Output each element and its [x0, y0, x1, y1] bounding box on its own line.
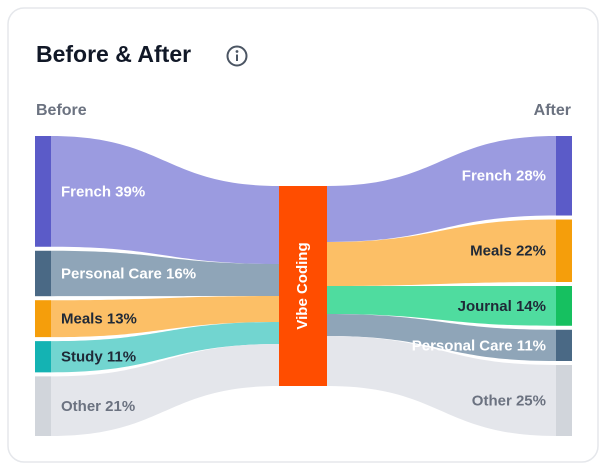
node-label: Study 11% [61, 349, 136, 366]
flow [51, 296, 279, 338]
right-label: After [534, 102, 571, 119]
node [556, 219, 572, 282]
flow [51, 344, 279, 436]
node-label: Meals 13% [61, 311, 137, 328]
center-node [279, 186, 327, 386]
node [556, 365, 572, 436]
flow [327, 136, 556, 242]
flow [327, 336, 556, 436]
node-label: Meals 22% [470, 243, 546, 260]
node-label: Personal Care 11% [412, 337, 546, 354]
node-label: Other 21% [61, 398, 135, 415]
info-stem [236, 54, 238, 61]
node-label: Personal Care 16% [61, 265, 196, 282]
node-label: Other 25% [472, 392, 546, 409]
flow [51, 136, 279, 264]
node [35, 376, 51, 436]
node [556, 329, 572, 361]
center-label: Vibe Coding [294, 242, 311, 329]
info-icon[interactable] [226, 45, 248, 67]
flow [327, 286, 556, 326]
node [35, 341, 51, 373]
info-dot [235, 50, 239, 53]
flows [51, 136, 556, 436]
chart-title: Before & After [36, 41, 191, 67]
nodes [35, 136, 572, 436]
node [35, 250, 51, 297]
flow [51, 250, 279, 297]
node [556, 136, 572, 216]
node [35, 136, 51, 247]
labels: French 39% Personal Care 16% Meals 13% Stud… [61, 168, 546, 415]
node [35, 300, 51, 338]
node-label: French 28% [462, 168, 546, 185]
flow [327, 219, 556, 286]
info-circle [226, 45, 248, 67]
left-label: Before [36, 102, 87, 119]
node [556, 286, 572, 326]
node-label: Journal 14% [458, 298, 546, 315]
node-label: French 39% [61, 183, 145, 200]
flow [327, 314, 556, 361]
flow [51, 322, 279, 373]
